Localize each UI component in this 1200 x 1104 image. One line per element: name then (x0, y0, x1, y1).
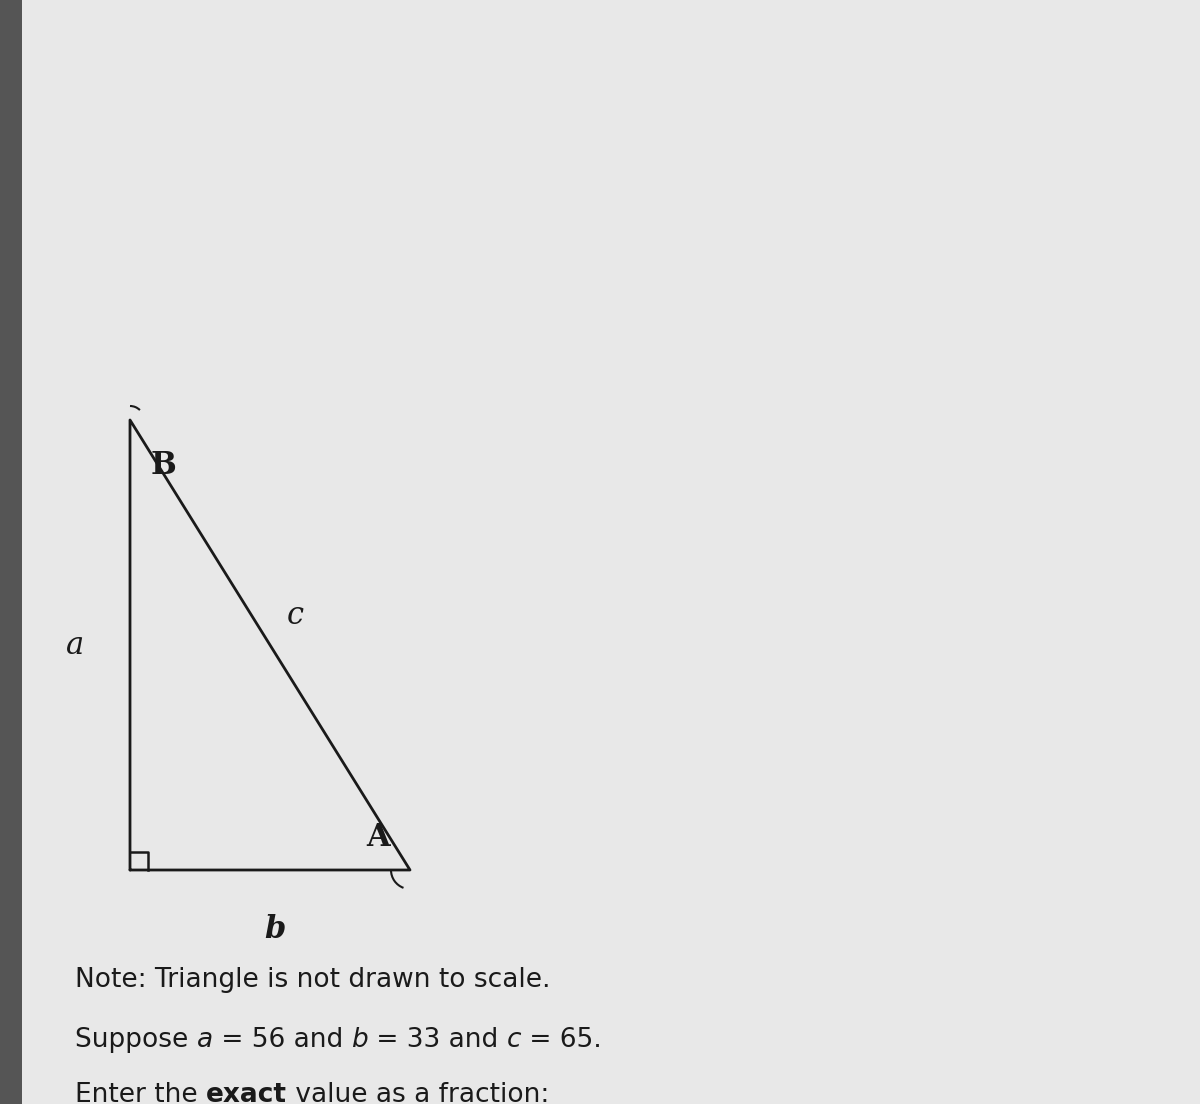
Text: Note: Triangle is not drawn to scale.: Note: Triangle is not drawn to scale. (74, 967, 551, 992)
Text: Suppose: Suppose (74, 1027, 197, 1053)
Bar (0, 0, 22, 1104)
Text: a: a (197, 1027, 212, 1053)
Text: b: b (352, 1027, 368, 1053)
Text: c: c (506, 1027, 521, 1053)
Text: Enter the: Enter the (74, 1082, 206, 1104)
Text: b: b (264, 914, 286, 945)
Text: = 65.: = 65. (521, 1027, 602, 1053)
Text: c: c (287, 599, 304, 630)
Text: exact: exact (206, 1082, 287, 1104)
Text: = 56 and: = 56 and (212, 1027, 352, 1053)
Text: A: A (366, 822, 390, 853)
Text: = 33 and: = 33 and (368, 1027, 506, 1053)
Text: value as a fraction:: value as a fraction: (287, 1082, 550, 1104)
Text: B: B (150, 449, 176, 480)
Text: a: a (66, 629, 84, 660)
